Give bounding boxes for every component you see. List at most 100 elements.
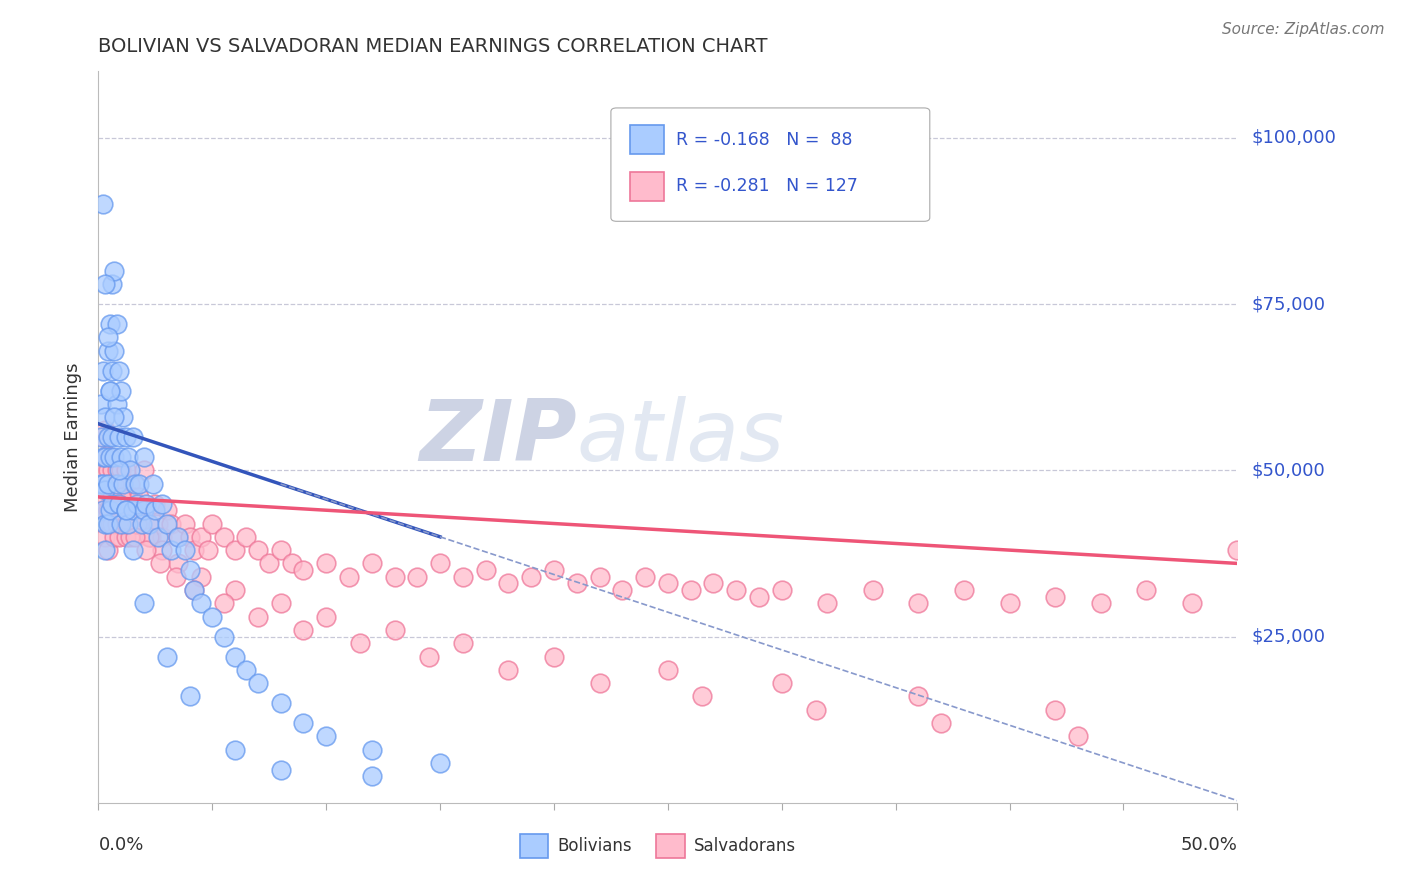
Point bbox=[770, 676, 793, 690]
Point bbox=[96, 476, 118, 491]
Point bbox=[498, 576, 520, 591]
Point bbox=[679, 582, 702, 597]
Point bbox=[657, 663, 679, 677]
Point bbox=[135, 503, 157, 517]
FancyBboxPatch shape bbox=[630, 172, 665, 201]
Point bbox=[292, 623, 315, 637]
Point bbox=[114, 463, 136, 477]
Point bbox=[565, 576, 588, 591]
Point bbox=[110, 490, 132, 504]
Point bbox=[953, 582, 976, 597]
Point bbox=[98, 384, 121, 398]
Point bbox=[128, 476, 150, 491]
Point bbox=[167, 530, 190, 544]
Point bbox=[132, 596, 155, 610]
Point bbox=[174, 543, 197, 558]
Point bbox=[110, 463, 132, 477]
Point bbox=[690, 690, 713, 704]
Point bbox=[103, 476, 125, 491]
Point bbox=[128, 490, 150, 504]
Point bbox=[114, 516, 136, 531]
Point bbox=[98, 503, 121, 517]
Point bbox=[429, 756, 451, 770]
Point bbox=[360, 742, 382, 756]
Point bbox=[103, 343, 125, 358]
Point bbox=[235, 663, 257, 677]
Point bbox=[114, 503, 136, 517]
Point bbox=[121, 503, 143, 517]
Point bbox=[270, 763, 292, 777]
Point bbox=[94, 530, 117, 544]
Text: BOLIVIAN VS SALVADORAN MEDIAN EARNINGS CORRELATION CHART: BOLIVIAN VS SALVADORAN MEDIAN EARNINGS C… bbox=[98, 37, 768, 56]
Point bbox=[1043, 590, 1066, 604]
Point bbox=[114, 430, 136, 444]
Point bbox=[1067, 729, 1090, 743]
Point bbox=[96, 543, 118, 558]
Point bbox=[90, 430, 112, 444]
Point bbox=[117, 516, 139, 531]
Point bbox=[190, 570, 212, 584]
Point bbox=[101, 363, 124, 377]
Point bbox=[94, 410, 117, 425]
Point bbox=[131, 516, 153, 531]
Point bbox=[110, 450, 132, 464]
Point bbox=[197, 543, 219, 558]
Point bbox=[315, 557, 337, 571]
Point bbox=[101, 516, 124, 531]
Point bbox=[96, 476, 118, 491]
Point bbox=[91, 197, 114, 211]
Text: R = -0.281   N = 127: R = -0.281 N = 127 bbox=[676, 178, 858, 195]
Point bbox=[131, 516, 153, 531]
Point bbox=[98, 516, 121, 531]
Point bbox=[292, 716, 315, 731]
Point bbox=[146, 530, 169, 544]
Point bbox=[105, 463, 128, 477]
Point bbox=[108, 497, 131, 511]
Point bbox=[124, 530, 146, 544]
Point bbox=[815, 596, 838, 610]
Point bbox=[101, 490, 124, 504]
Point bbox=[90, 397, 112, 411]
Point bbox=[105, 317, 128, 331]
Point bbox=[108, 503, 131, 517]
Point bbox=[212, 630, 235, 644]
Point bbox=[121, 490, 143, 504]
FancyBboxPatch shape bbox=[612, 108, 929, 221]
Point bbox=[124, 476, 146, 491]
Point bbox=[183, 543, 205, 558]
Point bbox=[96, 430, 118, 444]
Point bbox=[120, 463, 142, 477]
Text: R = -0.168   N =  88: R = -0.168 N = 88 bbox=[676, 131, 852, 149]
Point bbox=[98, 317, 121, 331]
Point bbox=[145, 503, 167, 517]
FancyBboxPatch shape bbox=[657, 834, 685, 858]
Text: $25,000: $25,000 bbox=[1251, 628, 1326, 646]
Point bbox=[612, 582, 634, 597]
Point bbox=[96, 516, 118, 531]
Point bbox=[105, 516, 128, 531]
Point bbox=[520, 570, 543, 584]
Point bbox=[91, 503, 114, 517]
Point bbox=[384, 623, 406, 637]
Point bbox=[212, 596, 235, 610]
Point bbox=[451, 636, 474, 650]
Point bbox=[360, 769, 382, 783]
Point bbox=[150, 497, 173, 511]
Text: Bolivians: Bolivians bbox=[557, 837, 633, 855]
Point bbox=[998, 596, 1021, 610]
Point bbox=[149, 557, 172, 571]
Point bbox=[1135, 582, 1157, 597]
Point bbox=[150, 530, 173, 544]
Point bbox=[183, 582, 205, 597]
Point bbox=[270, 696, 292, 710]
Point bbox=[292, 563, 315, 577]
Point bbox=[138, 530, 160, 544]
Point bbox=[150, 543, 173, 558]
Point bbox=[165, 570, 187, 584]
Point bbox=[98, 450, 121, 464]
Point bbox=[862, 582, 884, 597]
Point bbox=[384, 570, 406, 584]
Point bbox=[94, 450, 117, 464]
Point bbox=[103, 450, 125, 464]
Point bbox=[127, 497, 149, 511]
